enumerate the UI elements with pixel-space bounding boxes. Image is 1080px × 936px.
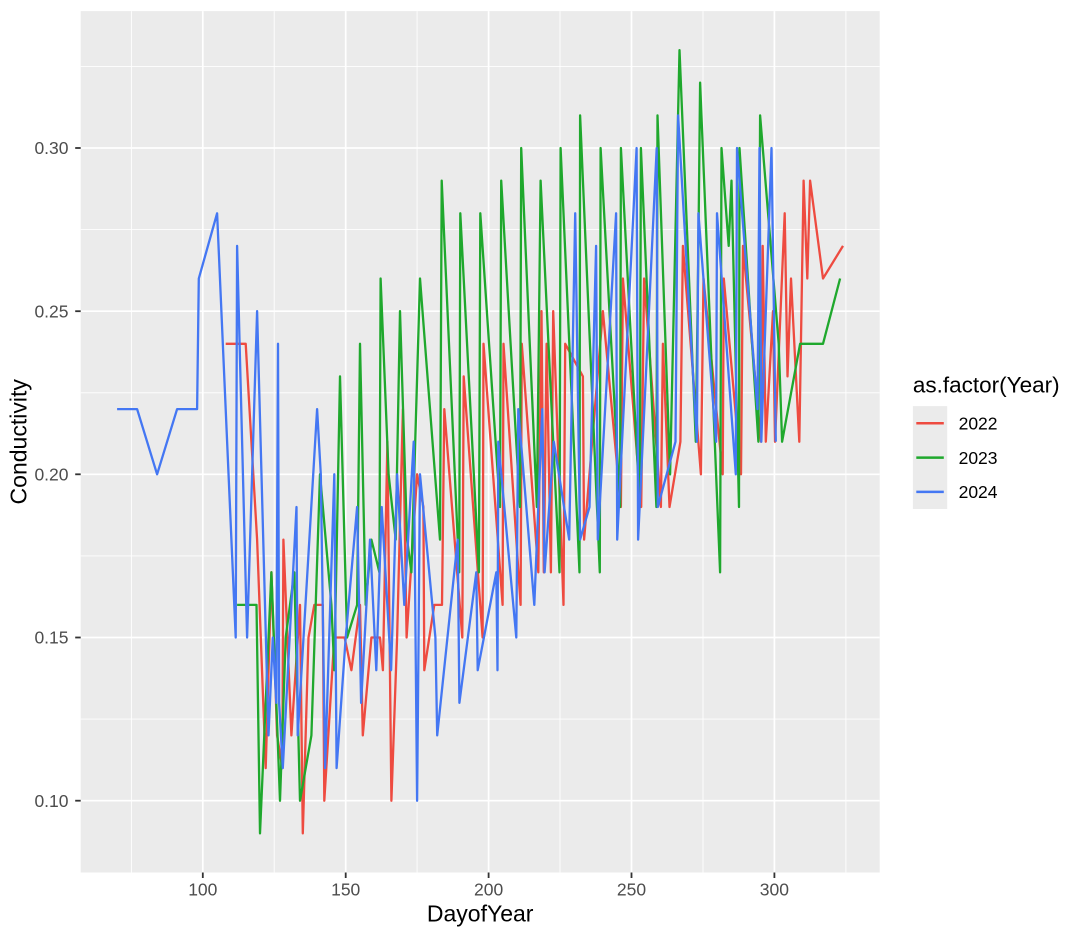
svg-text:DayofYear: DayofYear	[427, 901, 534, 927]
svg-text:Conductivity: Conductivity	[6, 379, 32, 505]
svg-text:300: 300	[760, 880, 789, 900]
svg-text:2023: 2023	[959, 448, 998, 468]
svg-text:0.20: 0.20	[34, 465, 68, 485]
svg-text:200: 200	[474, 880, 503, 900]
svg-text:0.10: 0.10	[34, 791, 68, 811]
svg-text:as.factor(Year): as.factor(Year)	[913, 373, 1060, 398]
svg-text:250: 250	[617, 880, 646, 900]
svg-text:2022: 2022	[959, 413, 998, 433]
svg-text:0.25: 0.25	[34, 301, 68, 321]
svg-text:100: 100	[188, 880, 217, 900]
svg-text:0.15: 0.15	[34, 628, 68, 648]
svg-text:150: 150	[331, 880, 360, 900]
svg-text:2024: 2024	[959, 482, 998, 502]
svg-text:0.30: 0.30	[34, 138, 68, 158]
